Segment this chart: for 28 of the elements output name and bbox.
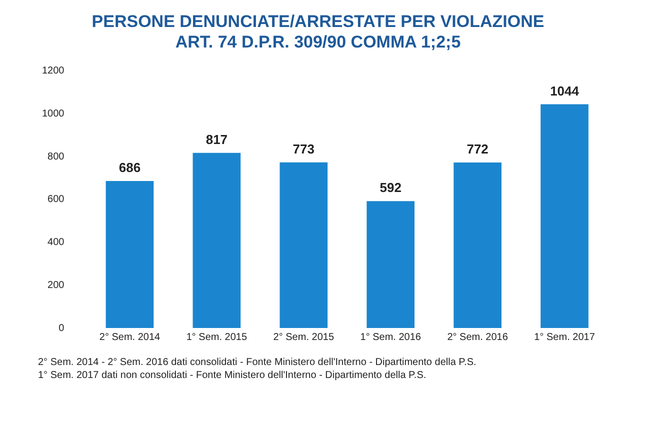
- y-tick-label: 0: [58, 322, 65, 334]
- y-tick-label: 600: [48, 194, 65, 206]
- x-tick-label: 1° Sem. 2016: [360, 332, 422, 343]
- bar: [280, 162, 328, 328]
- bar: [366, 201, 415, 328]
- data-label: 686: [118, 160, 141, 176]
- y-tick-label: 400: [48, 237, 65, 248]
- data-label: 1044: [550, 83, 580, 98]
- data-label: 773: [292, 141, 314, 156]
- y-tick-label: 200: [48, 280, 65, 291]
- x-tick-label: 1° Sem. 2015: [186, 332, 248, 343]
- data-label: 772: [466, 142, 488, 157]
- chart-title: PERSONE DENUNCIATE/ARRESTATE PER VIOLAZIONE ART. 74 D.P.R. 309/90 COMMA 1;2;5: [92, 12, 544, 52]
- bar: [540, 104, 588, 328]
- bar: [454, 162, 502, 328]
- data-label: 817: [206, 132, 228, 147]
- y-tick-label: 1200: [42, 66, 65, 77]
- bar: [192, 152, 241, 328]
- x-tick-label: 2° Sem. 2016: [447, 332, 508, 343]
- y-tick-label: 1000: [42, 108, 65, 120]
- x-tick-label: 2° Sem. 2014: [99, 332, 161, 343]
- y-tick-label: 800: [48, 151, 65, 162]
- bar: [106, 180, 154, 328]
- x-tick-label: 2° Sem. 2015: [273, 332, 334, 343]
- x-tick-label: 1° Sem. 2017: [534, 332, 596, 343]
- text: 1° Sem. 2017 dati non consolidati - Fonte Ministero dell'Interno - Dipartimento della P.S.: [38, 369, 428, 382]
- data-label: 592: [380, 180, 402, 196]
- text: 2° Sem. 2014 - 2° Sem. 2016 dati consolidati - Fonte Ministero dell'Interno - Dipartimento della P.S.: [38, 356, 478, 369]
